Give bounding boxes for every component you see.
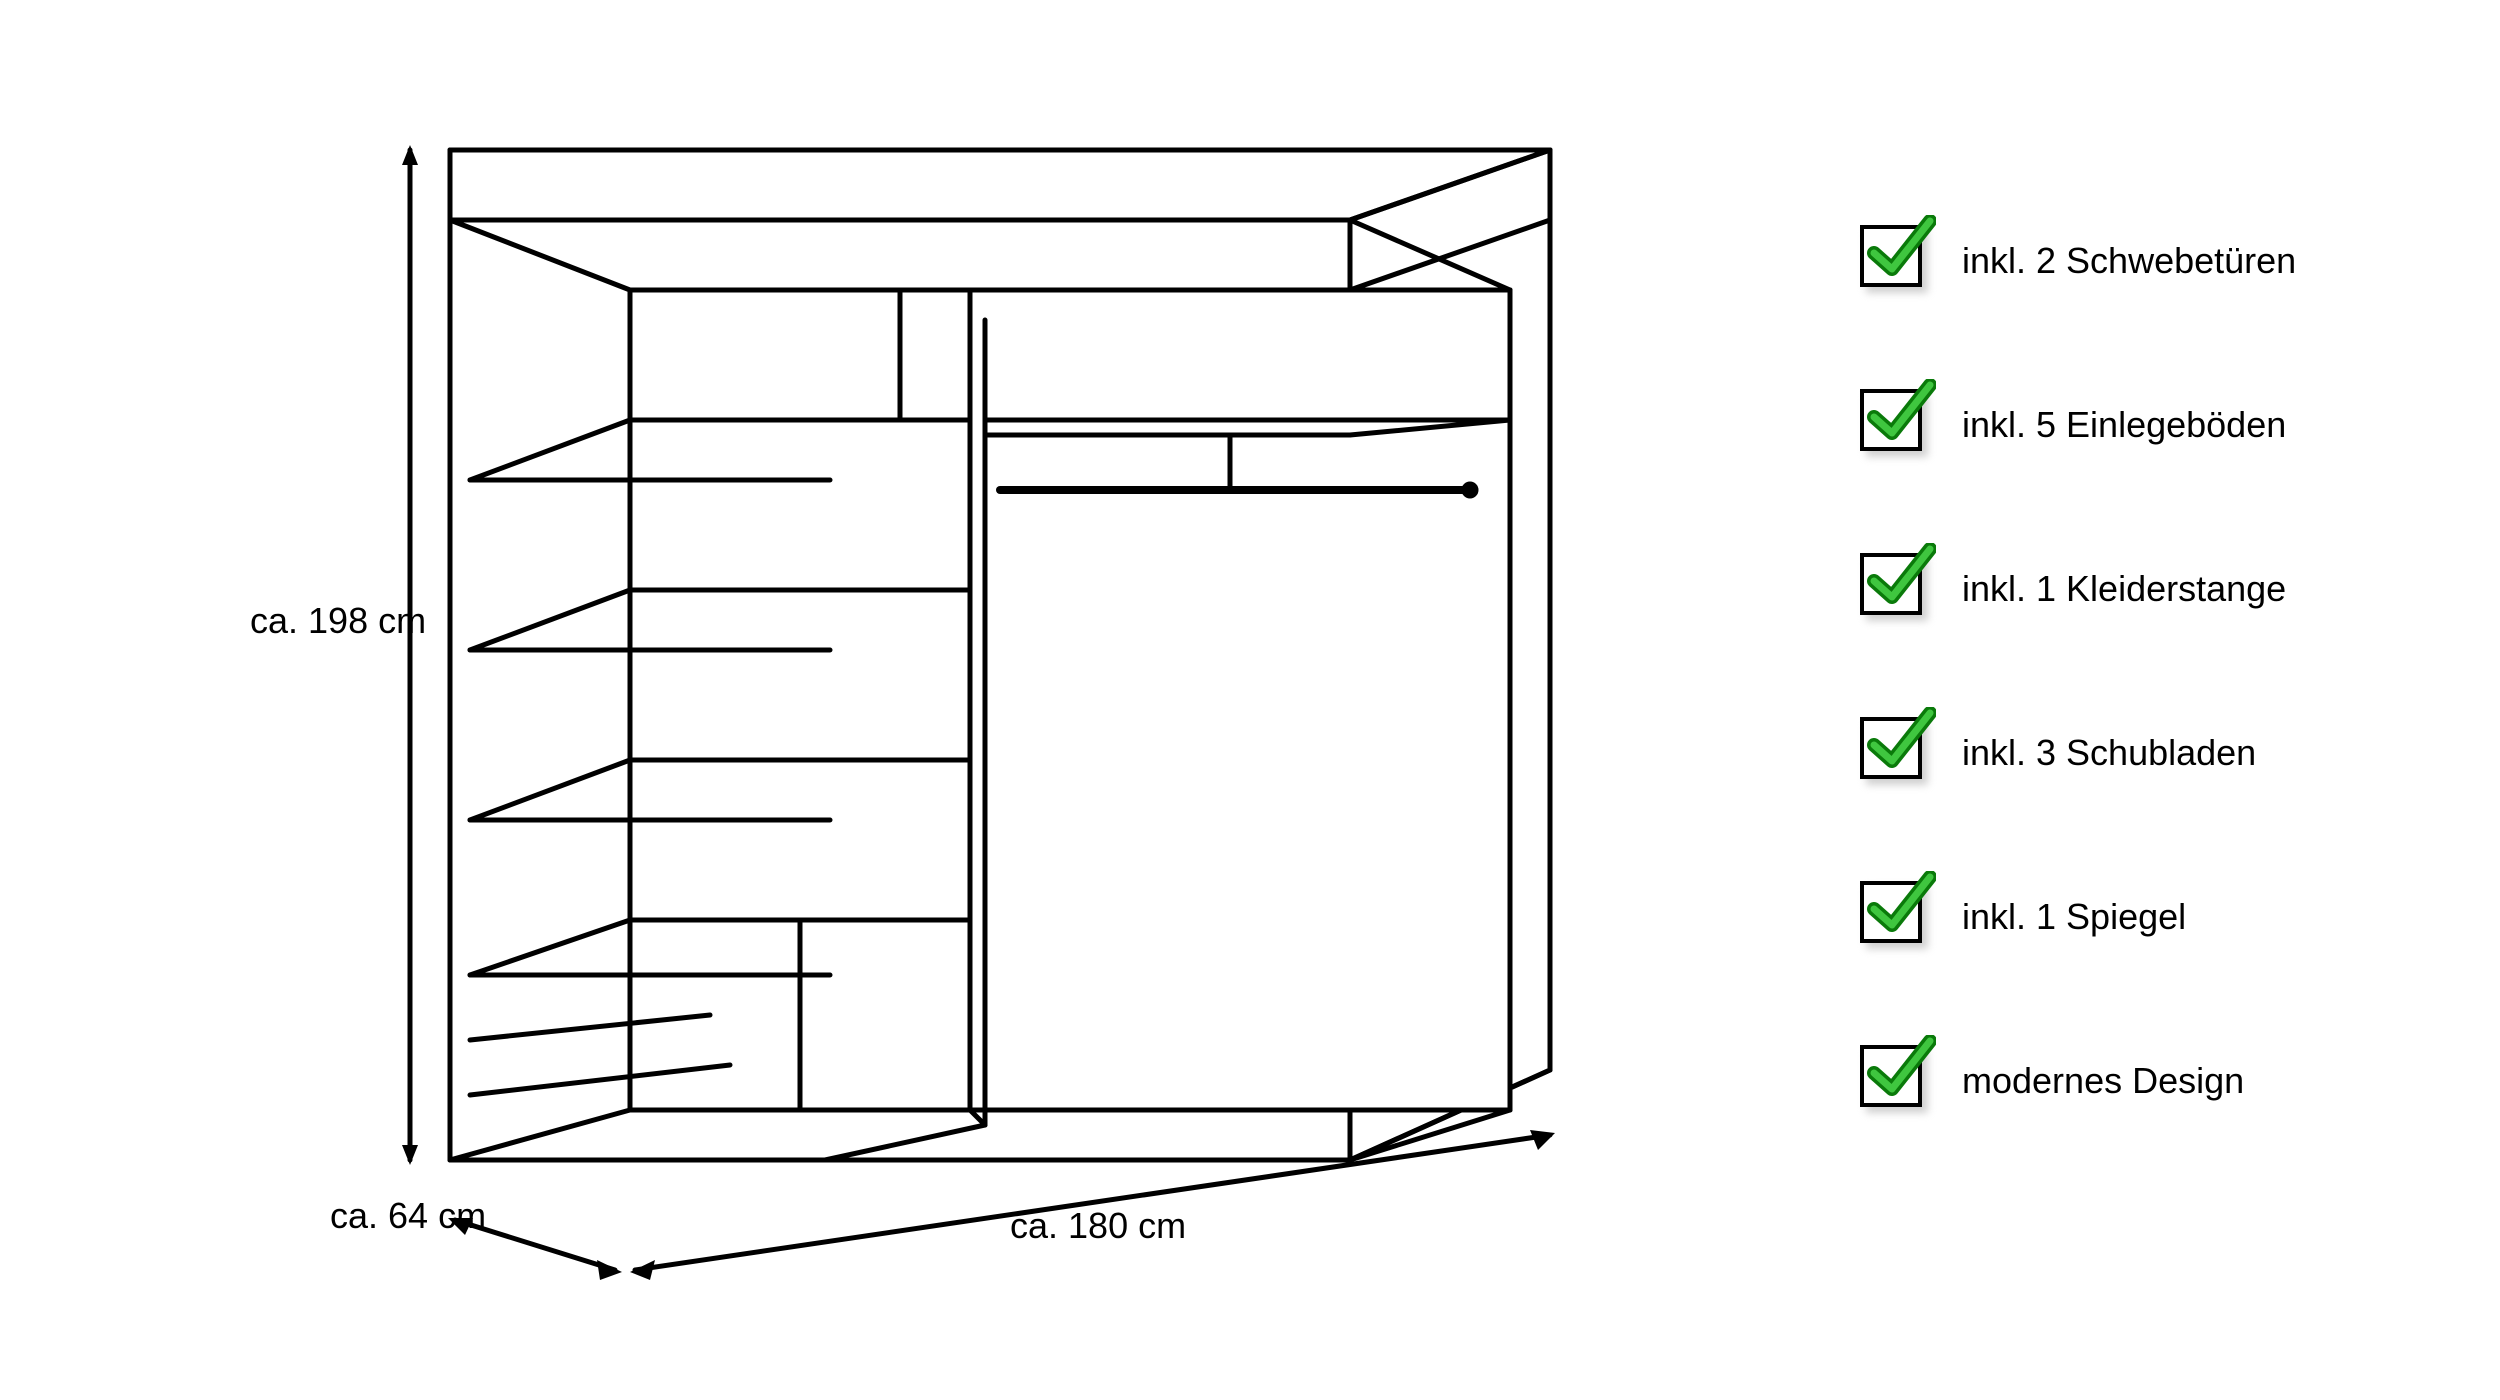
checkmark-icon xyxy=(1860,717,1932,789)
dim-height-label: ca. 198 cm xyxy=(250,600,426,642)
dim-width-label: ca. 180 cm xyxy=(1010,1205,1186,1247)
feature-label: inkl. 1 Kleiderstange xyxy=(1962,568,2286,610)
feature-label: inkl. 3 Schubladen xyxy=(1962,732,2256,774)
feature-label: inkl. 5 Einlegeböden xyxy=(1962,404,2286,446)
checkmark-icon xyxy=(1860,225,1932,297)
checkmark-icon xyxy=(1860,553,1932,625)
feature-list: inkl. 2 Schwebetüren inkl. 5 Einlegeböde… xyxy=(1860,225,2296,1117)
dim-depth-label: ca. 64 cm xyxy=(330,1195,486,1237)
feature-item: inkl. 1 Kleiderstange xyxy=(1860,553,2296,625)
checkmark-icon xyxy=(1860,881,1932,953)
checkmark-icon xyxy=(1860,389,1932,461)
feature-item: inkl. 3 Schubladen xyxy=(1860,717,2296,789)
feature-label: inkl. 1 Spiegel xyxy=(1962,896,2186,938)
feature-item: inkl. 2 Schwebetüren xyxy=(1860,225,2296,297)
wardrobe-svg xyxy=(230,120,1630,1320)
feature-item: inkl. 1 Spiegel xyxy=(1860,881,2296,953)
stage: ca. 198 cm ca. 64 cm ca. 180 cm inkl. 2 … xyxy=(0,0,2500,1400)
feature-item: modernes Design xyxy=(1860,1045,2296,1117)
feature-label: modernes Design xyxy=(1962,1060,2244,1102)
wardrobe-diagram xyxy=(230,120,1630,1320)
checkmark-icon xyxy=(1860,1045,1932,1117)
feature-item: inkl. 5 Einlegeböden xyxy=(1860,389,2296,461)
feature-label: inkl. 2 Schwebetüren xyxy=(1962,240,2296,282)
